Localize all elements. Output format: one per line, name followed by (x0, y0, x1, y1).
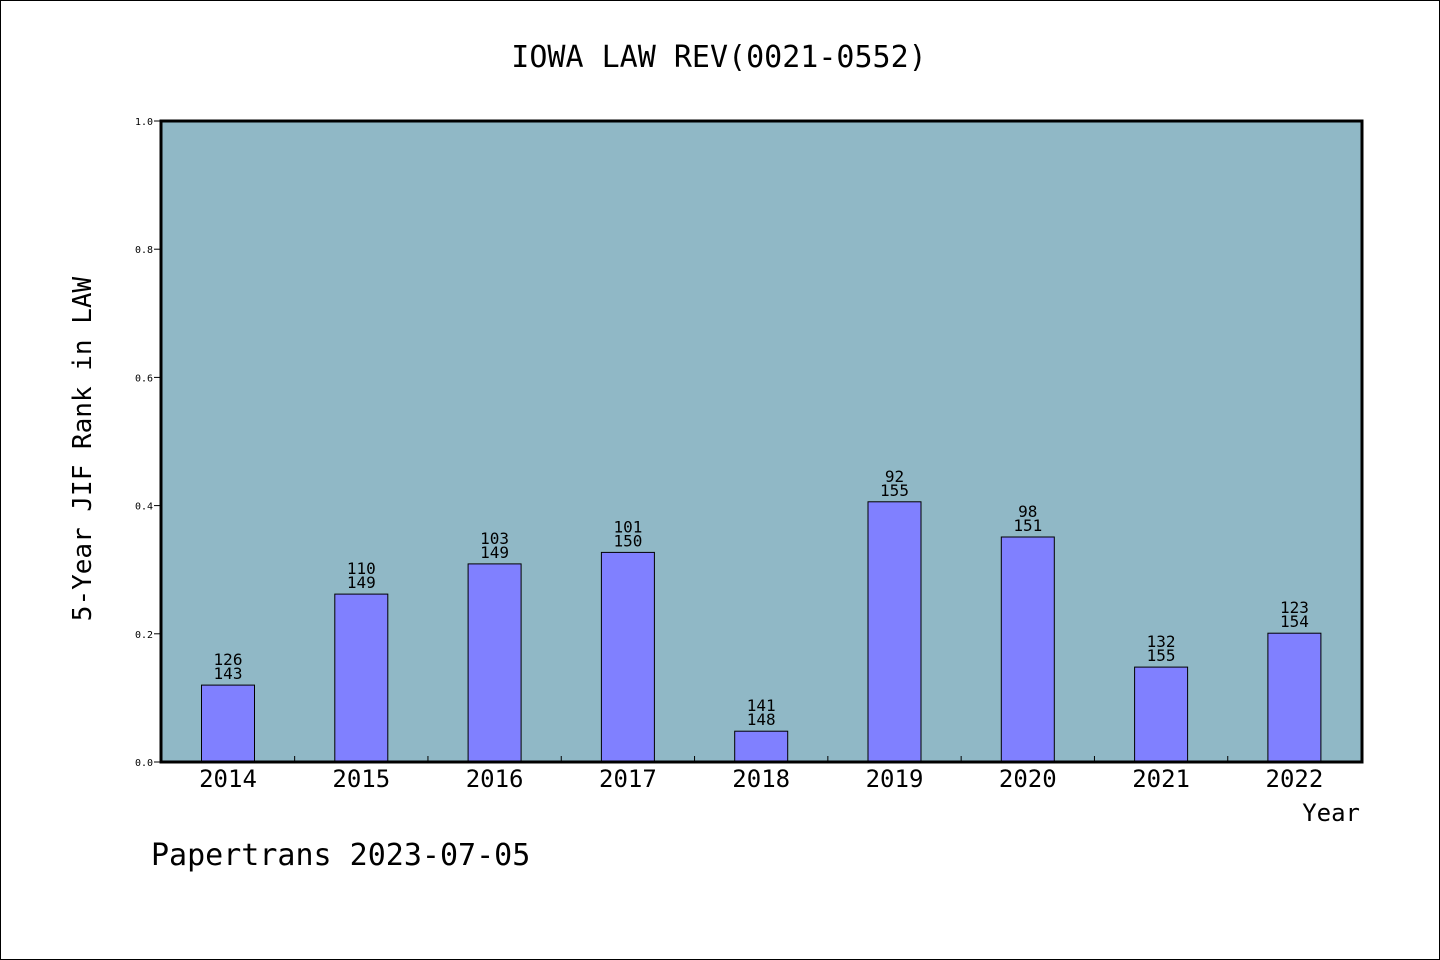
bar-label-total-2014: 143 (214, 664, 243, 683)
footer-text: Papertrans 2023-07-05 (151, 838, 530, 873)
y-tick-label-0.4: 0.4 (135, 502, 153, 513)
bar-label-rank-2015: 110 (347, 559, 376, 578)
chart-title: IOWA LAW REV(0021-0552) (511, 40, 926, 75)
x-tick-label-2014: 2014 (199, 765, 257, 793)
x-tick-label-2020: 2020 (999, 765, 1057, 793)
bar-label-total-2016: 149 (480, 543, 509, 562)
x-tick-label-2017: 2017 (599, 765, 657, 793)
y-tick-label-0.8: 0.8 (135, 245, 153, 256)
bar-label-rank-2022: 123 (1280, 598, 1309, 617)
bar-label-total-2022: 154 (1280, 612, 1309, 631)
bar-2018 (734, 730, 789, 763)
bar-2022 (1267, 632, 1322, 763)
bar-label-rank-2020: 98 (1018, 502, 1037, 521)
y-axis-label: 5-Year JIF Rank in LAW (68, 276, 98, 621)
bar-2020 (1000, 536, 1055, 763)
bar-label-total-2019: 155 (880, 481, 909, 500)
bar-2016 (467, 563, 522, 763)
x-tick-label-2021: 2021 (1132, 765, 1190, 793)
x-tick-label-2016: 2016 (466, 765, 524, 793)
x-axis-label: Year (1302, 799, 1360, 827)
bar-label-rank-2014: 126 (214, 650, 243, 669)
bar-2021 (1134, 666, 1189, 763)
bar-label-total-2018: 148 (747, 710, 776, 729)
plot-border (159, 119, 1364, 764)
bars-group (201, 501, 1322, 763)
bar-label-rank-2016: 103 (480, 529, 509, 548)
bar-2015 (334, 593, 389, 763)
bar-label-rank-2019: 92 (885, 467, 904, 486)
x-tick-label-2022: 2022 (1266, 765, 1324, 793)
bar-label-total-2017: 150 (613, 531, 642, 550)
x-tick-label-2015: 2015 (332, 765, 390, 793)
bar-label-total-2015: 149 (347, 573, 376, 592)
x-tick-label-2018: 2018 (732, 765, 790, 793)
bar-label-rank-2017: 101 (613, 517, 642, 536)
y-tick-label-0.6: 0.6 (135, 373, 153, 384)
bar-label-rank-2018: 141 (747, 696, 776, 715)
bar-2017 (600, 551, 655, 763)
y-tick-label-0.0: 0.0 (135, 758, 153, 769)
bar-2014 (201, 684, 255, 763)
y-tick-label-0.2: 0.2 (135, 630, 153, 641)
x-ticks-group: 2014 2015 2016 2017 2018 2019 2020 2021 2022 (199, 756, 1323, 793)
bar-label-total-2020: 151 (1013, 516, 1042, 535)
y-tick-label-1.0: 1.0 (135, 117, 153, 128)
bar-label-total-2021: 155 (1147, 646, 1176, 665)
x-tick-label-2019: 2019 (866, 765, 924, 793)
bar-2019 (867, 501, 922, 763)
bar-labels-group: 1261431101491031491011501411489215598151… (214, 467, 1309, 729)
bar-label-rank-2021: 132 (1147, 632, 1176, 651)
y-ticks-group: 0.0 0.2 0.4 0.6 0.8 1.0 (135, 117, 161, 769)
